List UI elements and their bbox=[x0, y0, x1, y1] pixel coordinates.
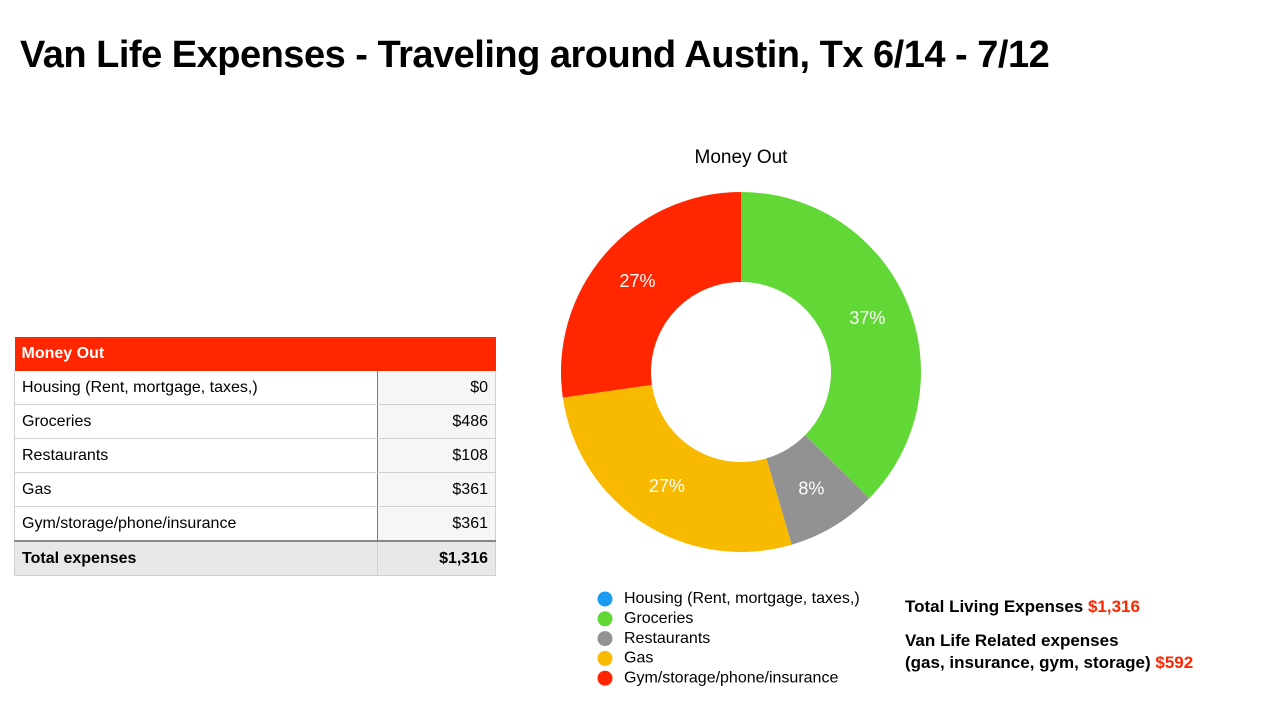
note: Total Living Expenses $1,316 bbox=[905, 596, 1193, 618]
cell: Housing (Rent, mortgage, taxes,) bbox=[14, 371, 378, 405]
wedge bbox=[561, 192, 741, 398]
wedge bbox=[562, 384, 792, 552]
cell: Total expenses bbox=[14, 540, 378, 576]
note-amount: $1,316 bbox=[1087, 597, 1140, 616]
expense-table: Money Out Housing (Rent, mortgage, taxes… bbox=[14, 337, 496, 576]
cell: $361 bbox=[377, 472, 496, 507]
legend-label: Housing (Rent, mortgage, taxes,) bbox=[624, 590, 860, 607]
note-text: Van Life Related expenses bbox=[905, 631, 1119, 650]
legend-label: Gas bbox=[624, 650, 653, 667]
legend-swatch bbox=[597, 631, 613, 647]
wedge bbox=[766, 435, 870, 545]
cell: $486 bbox=[377, 404, 496, 439]
value-label: 27% bbox=[619, 271, 655, 291]
legend-swatch bbox=[597, 650, 613, 666]
cell: Restaurants bbox=[14, 438, 378, 473]
cell: Groceries bbox=[14, 404, 378, 439]
cell: Gas bbox=[14, 472, 378, 507]
legend-label: Restaurants bbox=[624, 630, 710, 647]
value-label: 37% bbox=[849, 308, 885, 328]
cell: $1,316 bbox=[377, 540, 496, 576]
cell: $0 bbox=[377, 371, 496, 405]
slide-title: Van Life Expenses - Traveling around Aus… bbox=[20, 34, 1050, 76]
value-label: 27% bbox=[649, 476, 685, 496]
legend-swatch bbox=[597, 611, 613, 627]
note-amount: $592 bbox=[1155, 653, 1194, 672]
legend-label: Gym/storage/phone/insurance bbox=[624, 669, 838, 686]
legend-label: Groceries bbox=[624, 610, 693, 627]
note-text: Total Living Expenses bbox=[905, 597, 1084, 616]
legend-swatch bbox=[597, 670, 613, 686]
cell: $361 bbox=[377, 506, 496, 542]
cell: $108 bbox=[377, 438, 496, 473]
chart-title: Money Out bbox=[695, 147, 789, 168]
value-label: 8% bbox=[798, 478, 824, 498]
table-header: Money Out bbox=[14, 337, 496, 371]
legend-swatch bbox=[597, 591, 613, 607]
notes: Total Living Expenses $1,316 Van Life Re… bbox=[905, 596, 1193, 686]
wedge bbox=[741, 192, 922, 499]
note-text: (gas, insurance, gym, storage) bbox=[905, 653, 1151, 672]
note: Van Life Related expenses (gas, insurance… bbox=[905, 630, 1193, 674]
